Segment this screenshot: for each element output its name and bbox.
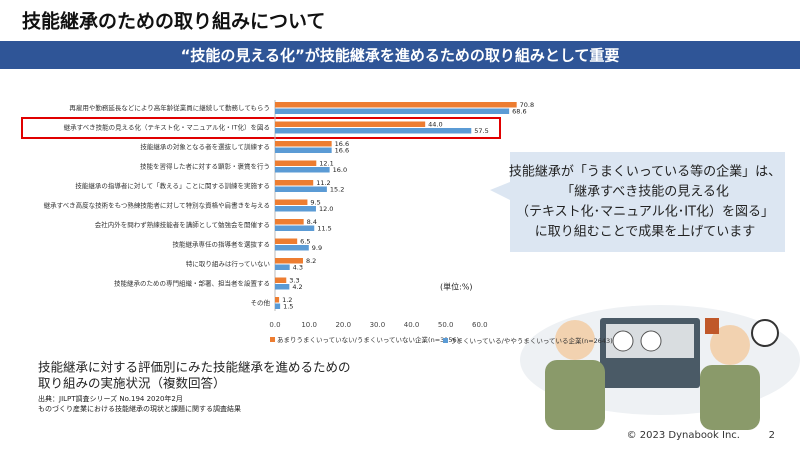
category-label: 継承すべき技能の見える化（テキスト化・マニュアル化・IT化）を図る [64, 123, 270, 132]
category-label: 技能継承の対象となる者を選抜して訓練する [140, 142, 270, 151]
x-tick-label: 30.0 [370, 321, 386, 329]
value-label: 15.2 [330, 185, 344, 193]
value-label: 1.5 [283, 302, 293, 310]
x-tick-label: 60.0 [472, 321, 488, 329]
banner: “技能の見える化”が技能継承を進めるための取り組みとして重要 [181, 47, 620, 65]
highlight [21, 117, 501, 139]
value-label: 8.2 [306, 257, 316, 265]
bar [275, 225, 315, 231]
bar [275, 186, 327, 192]
illustration [520, 305, 800, 430]
source: 出典：JILPT調査シリーズ No.194 2020年2月 [38, 394, 183, 403]
value-label: 4.3 [293, 263, 303, 271]
banner-bg [0, 41, 800, 69]
callout-text: 「継承すべき技能の見える化 [561, 185, 729, 200]
x-tick-label: 20.0 [335, 321, 351, 329]
value-label: 70.8 [520, 101, 534, 109]
bar [275, 264, 290, 270]
category-label: その他 [251, 298, 271, 307]
category-label: 会社内外を問わず熟練技能者を講師として勉強会を開催する [95, 220, 270, 229]
value-label: 57.5 [474, 127, 488, 135]
copyright: © 2023 Dynabook Inc. [627, 430, 740, 441]
bar [275, 167, 330, 173]
bar [275, 303, 281, 309]
value-label: 16.6 [335, 146, 349, 154]
value-label: 12.1 [319, 159, 333, 167]
value-label: 11.2 [316, 179, 330, 187]
callout-text: に取り組むことで成果を上げています [535, 225, 756, 240]
value-label: 68.6 [512, 107, 526, 115]
value-label: 8.4 [307, 218, 317, 226]
bar [275, 180, 314, 186]
callout-text: 技能継承が「うまくいっている等の企業」は、 [509, 164, 781, 180]
bar [275, 108, 510, 114]
value-label: 4.2 [292, 283, 302, 291]
bar [275, 284, 290, 290]
caption: 取り組みの実施状況（複数回答） [38, 376, 226, 391]
x-tick-label: 50.0 [438, 321, 454, 329]
category-label: 技能継承専任の指導者を選抜する [173, 240, 271, 249]
unit-label: (単位:%) [440, 282, 473, 292]
value-label: 16.6 [335, 140, 349, 148]
category-label: 特に取り組みは行っていない [186, 259, 270, 268]
bar [275, 128, 472, 134]
value-label: 3.3 [289, 276, 299, 284]
bar [275, 238, 298, 244]
source: ものづくり産業における技能継承の現状と課題に関する調査結果 [38, 404, 241, 413]
x-tick-label: 10.0 [301, 321, 317, 329]
x-tick-label: 40.0 [404, 321, 420, 329]
bar [275, 141, 332, 147]
callout-box [490, 152, 785, 252]
bar [275, 102, 517, 108]
category-label: 技能継承のための専門組織・部署、担当者を設置する [114, 279, 270, 288]
bar [275, 121, 426, 127]
legend-label: うまくいっている/ややうまくいっている企業(n=2643) [450, 336, 613, 345]
value-label: 44.0 [428, 120, 442, 128]
value-label: 1.2 [282, 296, 292, 304]
value-label: 9.9 [312, 244, 322, 252]
bar [275, 147, 332, 153]
value-label: 16.0 [333, 166, 347, 174]
bar [275, 258, 303, 264]
value-label: 6.5 [300, 237, 310, 245]
bar [275, 219, 304, 225]
bar [275, 277, 287, 283]
bar [275, 245, 309, 251]
legend-swatch [443, 338, 448, 343]
value-label: 11.5 [317, 224, 331, 232]
x-tick-label: 0.0 [269, 321, 280, 329]
callout-text: （テキスト化･マニュアル化･IT化）を図る」 [516, 205, 774, 220]
legend-swatch [270, 337, 275, 342]
category-label: 技能継承の指導者に対して「教える」ことに関する訓練を実施する [75, 181, 270, 190]
category-label: 継承すべき高度な技術をもつ熟練技能者に対して特別な資格や肩書きを与える [44, 201, 270, 210]
category-label: 再雇用や勤務延長などにより高年齢従業員に継続して勤務してもらう [69, 103, 270, 112]
slide-title: 技能継承のための取り組みについて [22, 10, 325, 33]
value-label: 9.5 [310, 198, 320, 206]
legend-label: あまりうまくいっていない/うまくいっていない企業(n=3156) [277, 335, 459, 344]
bar [275, 206, 316, 212]
page-number: 2 [769, 430, 775, 441]
bar [275, 297, 280, 303]
category-label: 技能を習得した者に対する顕彰・褒賞を行う [140, 162, 270, 171]
value-label: 12.0 [319, 205, 333, 213]
bar [275, 199, 308, 205]
caption: 技能継承に対する評価別にみた技能継承を進めるための [38, 360, 351, 375]
bar [275, 160, 317, 166]
